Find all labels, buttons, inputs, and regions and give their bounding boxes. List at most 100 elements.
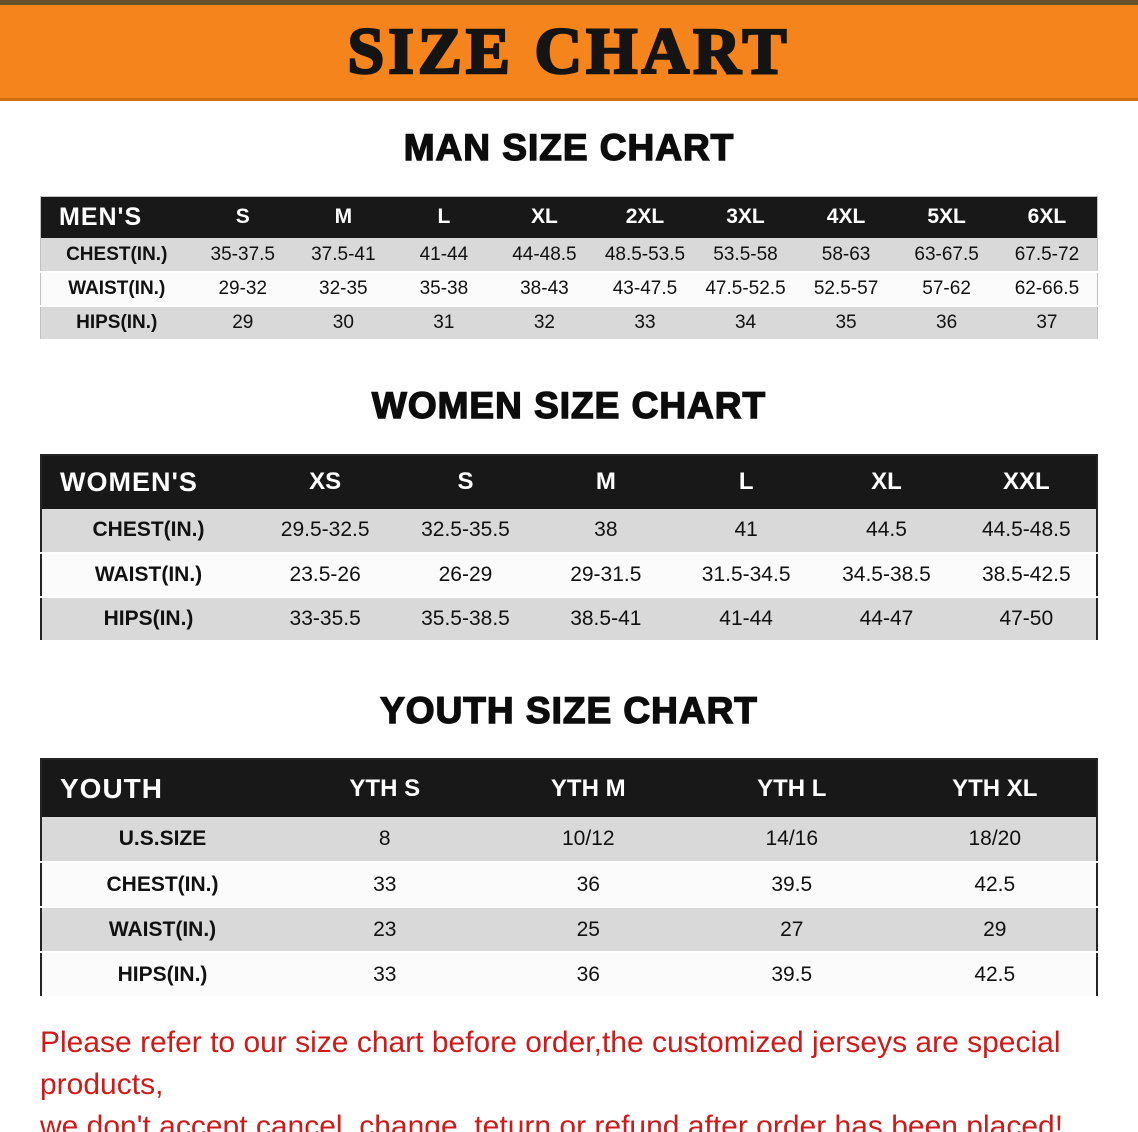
- size-value-cell: 33-35.5: [289, 606, 361, 630]
- notice-line-1: Please refer to our size chart before or…: [40, 1026, 1061, 1102]
- measure-row: WAIST(IN.) 23.5-26 26-29 29-31.5 31.5-34.5 34…: [41, 552, 1097, 597]
- size-value-cell: 18/20: [968, 827, 1022, 851]
- size-column-header: XL: [494, 196, 595, 239]
- size-value-cell: 43-47.5: [612, 278, 678, 300]
- men-section-heading: MAN SIZE CHART: [403, 126, 735, 168]
- notice-line-2: we don't accept cancel, change, teturn o…: [40, 1110, 1064, 1132]
- size-value-cell: 32.5-35.5: [421, 518, 510, 542]
- measure-row: HIPS(IN.) 29 30 31 32 33 34 35 36 37: [40, 306, 1098, 341]
- size-column-header: M: [293, 196, 394, 239]
- size-value-cell: 38-43: [520, 278, 569, 300]
- size-value-cell: 35-38: [419, 278, 469, 300]
- size-column-header: M: [535, 454, 676, 509]
- row-label: WAIST(IN.): [94, 562, 203, 586]
- size-value-cell: 38.5-41: [570, 606, 642, 630]
- row-label: WAIST(IN.): [108, 917, 217, 941]
- header-row: YOUTH YTH S YTH M YTH L YTH XL: [41, 759, 1097, 818]
- size-value-cell: 38: [594, 518, 618, 542]
- measure-row: CHEST(IN.) 33 36 39.5 42.5: [41, 862, 1097, 908]
- size-value-cell: 23.5-26: [289, 562, 361, 586]
- measure-row: WAIST(IN.) 29-32 32-35 35-38 38-43 43-47.5 47.…: [40, 272, 1098, 307]
- size-value-cell: 35.5-38.5: [421, 606, 510, 630]
- women-size-table: WOMEN'S XS S M L XL XXL CHEST(IN.) 29.5-32.5 32.5…: [40, 453, 1098, 642]
- size-value-cell: 33: [634, 312, 656, 334]
- size-column-header: YTH XL: [893, 759, 1097, 818]
- banner: SIZE CHART: [0, 0, 1138, 101]
- size-column-header: XS: [255, 454, 396, 509]
- measure-row: CHEST(IN.) 29.5-32.5 32.5-35.5 38 41 44.5 44.5…: [41, 508, 1097, 553]
- size-value-cell: 42.5: [974, 872, 1016, 896]
- women-section-heading: WOMEN SIZE CHART: [371, 384, 767, 427]
- row-label: HIPS(IN.): [103, 606, 194, 630]
- measure-row: U.S.SIZE 8 10/12 14/16 18/20: [41, 817, 1097, 863]
- size-value-cell: 23: [373, 917, 397, 941]
- youth-size-table: YOUTH YTH S YTH M YTH L YTH XL U.S.SIZE 8 10/12…: [40, 758, 1098, 999]
- size-value-cell: 39.5: [771, 872, 813, 896]
- measure-row: HIPS(IN.) 33-35.5 35.5-38.5 38.5-41 41-44 44-…: [41, 596, 1097, 641]
- size-value-cell: 44-47: [859, 606, 914, 630]
- size-value-cell: 33: [373, 872, 397, 896]
- size-column-header: S: [192, 196, 294, 239]
- size-value-cell: 67.5-72: [1014, 243, 1080, 265]
- size-value-cell: 29.5-32.5: [280, 518, 370, 542]
- size-value-cell: 63-67.5: [914, 243, 979, 265]
- size-value-cell: 25: [576, 917, 600, 941]
- size-value-cell: 29: [232, 312, 254, 334]
- table-corner-label: MEN'S: [40, 196, 193, 239]
- size-value-cell: 27: [780, 917, 804, 941]
- size-column-header: YTH S: [283, 759, 487, 818]
- size-value-cell: 42.5: [974, 962, 1016, 986]
- size-column-header: 3XL: [695, 196, 796, 239]
- size-value-cell: 31.5-34.5: [701, 562, 791, 586]
- row-label: HIPS(IN.): [76, 312, 158, 334]
- page-title: SIZE CHART: [346, 14, 791, 88]
- size-value-cell: 38.5-42.5: [981, 562, 1071, 586]
- men-section: MAN SIZE CHART MEN'S S M L XL 2XL 3XL 4XL 5XL 6XL…: [0, 126, 1138, 342]
- size-value-cell: 37.5-41: [311, 243, 376, 265]
- measure-row: HIPS(IN.) 33 36 39.5 42.5: [41, 952, 1097, 998]
- header-row: MEN'S S M L XL 2XL 3XL 4XL 5XL 6XL: [40, 196, 1098, 239]
- size-value-cell: 29: [983, 917, 1007, 941]
- size-value-cell: 36: [936, 312, 958, 334]
- size-value-cell: 26-29: [438, 562, 493, 586]
- table-corner-label: YOUTH: [41, 759, 283, 818]
- measure-row: WAIST(IN.) 23 25 27 29: [41, 907, 1097, 953]
- size-value-cell: 41-44: [419, 243, 469, 265]
- women-section: WOMEN SIZE CHART WOMEN'S XS S M L XL XXL CHEST(…: [0, 384, 1138, 642]
- youth-section-heading: YOUTH SIZE CHART: [379, 689, 758, 731]
- row-label: U.S.SIZE: [118, 827, 207, 851]
- size-value-cell: 14/16: [765, 827, 819, 851]
- men-size-table: MEN'S S M L XL 2XL 3XL 4XL 5XL 6XL CHEST(IN.) 35-37…: [40, 195, 1098, 342]
- size-value-cell: 44.5: [866, 518, 907, 542]
- size-value-cell: 34: [734, 312, 757, 334]
- size-column-header: XXL: [956, 454, 1097, 509]
- size-value-cell: 37: [1036, 312, 1058, 334]
- youth-section: YOUTH SIZE CHART YOUTH YTH S YTH M YTH L YTH…: [0, 689, 1138, 999]
- size-value-cell: 62-66.5: [1014, 278, 1080, 300]
- size-value-cell: 32-35: [319, 278, 368, 300]
- size-value-cell: 31: [433, 312, 455, 334]
- size-value-cell: 41-44: [719, 606, 773, 630]
- size-value-cell: 48.5-53.5: [604, 243, 686, 265]
- size-column-header: L: [675, 454, 817, 509]
- row-label: WAIST(IN.): [68, 278, 166, 300]
- footer-notice: Please refer to our size chart before or…: [40, 1022, 1098, 1132]
- size-value-cell: 10/12: [561, 827, 615, 851]
- size-value-cell: 41: [734, 518, 758, 542]
- row-label: HIPS(IN.): [117, 962, 208, 986]
- size-value-cell: 8: [378, 827, 391, 851]
- row-label: CHEST(IN.): [92, 518, 205, 542]
- measure-row: CHEST(IN.) 35-37.5 37.5-41 41-44 44-48.5 48.5…: [40, 238, 1098, 273]
- size-value-cell: 47-50: [999, 606, 1054, 630]
- size-value-cell: 35-37.5: [210, 243, 275, 265]
- size-value-cell: 33: [373, 962, 397, 986]
- size-value-cell: 52.5-57: [813, 278, 879, 300]
- row-label: CHEST(IN.): [66, 243, 168, 265]
- size-value-cell: 36: [576, 872, 600, 896]
- size-column-header: YTH M: [486, 759, 690, 818]
- size-value-cell: 44.5-48.5: [981, 518, 1071, 542]
- size-column-header: XL: [816, 454, 957, 509]
- size-column-header: 2XL: [594, 196, 696, 239]
- size-column-header: 5XL: [896, 196, 997, 239]
